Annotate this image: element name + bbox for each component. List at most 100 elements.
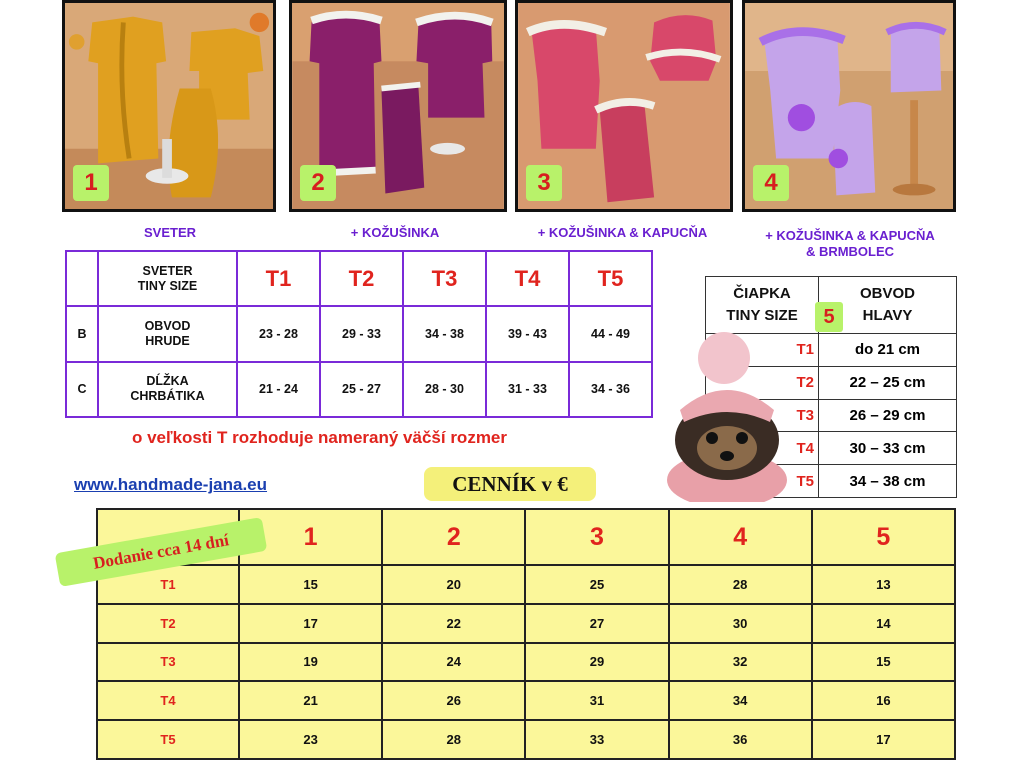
- price-cell: 15: [810, 641, 957, 683]
- price-cell: 19: [237, 641, 384, 683]
- caption-fur-hood-pompom: + KOŽUŠINKA & KAPUCŇA & BRMBOLEC: [740, 228, 960, 260]
- price-cell: 23: [237, 719, 384, 760]
- table-cell: 21 - 24: [236, 360, 321, 419]
- product-column-header: 5: [810, 508, 957, 566]
- size-note: o veľkosti T rozhoduje nameraný väčší ro…: [132, 428, 508, 447]
- row-label: DĹŽKA CHRBÁTIKA: [97, 360, 238, 419]
- price-cell: 13: [810, 564, 957, 605]
- product-column-header: 2: [381, 508, 527, 566]
- row-label: OBVOD HRUDE: [97, 305, 238, 363]
- hat-value: 34 – 38 cm: [818, 464, 957, 498]
- table-row: T4 21 26 31 34 16: [96, 680, 957, 722]
- dog-in-hat-photo: [667, 332, 787, 502]
- price-cell: 33: [524, 719, 670, 760]
- caption-fur-hood: + KOŽUŠINKA & KAPUCŇA: [537, 225, 708, 240]
- photo-sweater-fur: 2: [289, 0, 507, 212]
- table-cell: 34 - 36: [568, 360, 653, 419]
- table-cell: 34 - 38: [402, 305, 487, 363]
- caption-line: & BRMBOLEC: [805, 244, 895, 259]
- size-header: T2: [319, 249, 404, 308]
- price-size: T5: [96, 719, 240, 760]
- table-row: T3 19 24 29 32 15: [96, 641, 957, 683]
- price-cell: 25: [524, 564, 670, 605]
- price-cell: 14: [810, 602, 957, 644]
- price-cell: 17: [810, 719, 957, 760]
- table-cell: 31 - 33: [485, 360, 570, 419]
- price-size: T4: [96, 680, 240, 722]
- table-row: T5 23 28 33 36 17: [96, 719, 957, 760]
- website-link[interactable]: www.handmade-jana.eu: [74, 475, 268, 494]
- table-header-cell: SVETER TINY SIZE: [97, 249, 238, 308]
- caption-line: + KOŽUŠINKA & KAPUCŇA: [765, 228, 935, 243]
- label-line: DĹŽKA: [146, 374, 189, 389]
- product-column-header: 4: [667, 508, 813, 566]
- table-row: T2 17 22 27 30 14: [96, 602, 957, 644]
- size-header: T1: [236, 249, 321, 308]
- hat-value: 22 – 25 cm: [818, 365, 957, 400]
- price-cell: 16: [810, 680, 957, 722]
- price-cell: 30: [667, 602, 813, 644]
- table-cell: 25 - 27: [319, 360, 404, 419]
- price-cell: 29: [524, 641, 670, 683]
- price-size: T2: [96, 602, 240, 644]
- table-cell: 23 - 28: [236, 305, 321, 363]
- price-cell: 24: [381, 641, 527, 683]
- hat-value: do 21 cm: [818, 333, 957, 367]
- label-line: OBVOD: [144, 318, 191, 333]
- sweater-illustration: [65, 3, 273, 209]
- row-key: C: [65, 360, 99, 419]
- size-header: T3: [402, 249, 487, 308]
- table-row: B OBVOD HRUDE 23 - 28 29 - 33 34 - 38 39…: [65, 305, 653, 363]
- table-row: T1 do 21 cm: [705, 333, 957, 367]
- photo-number-badge: 1: [73, 165, 109, 201]
- price-cell: 22: [381, 602, 527, 644]
- table-cell: 28 - 30: [402, 360, 487, 419]
- sweater-size-table: SVETER TINY SIZE T1 T2 T3 T4 T5 B OBVOD …: [65, 249, 653, 419]
- table-row: T1 15 20 25 28 13: [96, 564, 957, 605]
- header-line: TINY SIZE: [137, 278, 198, 293]
- product-column-header: 3: [524, 508, 670, 566]
- price-list-title: CENNÍK v €: [424, 467, 596, 501]
- hat-size-table: ČIAPKA TINY SIZE OBVOD HLAVY T1 do 21 cm …: [705, 276, 957, 498]
- photo-number-badge: 2: [300, 165, 336, 201]
- hat-value: 26 – 29 cm: [818, 398, 957, 433]
- size-header: T5: [568, 249, 653, 308]
- size-header: T4: [485, 249, 570, 308]
- price-cell: 26: [381, 680, 527, 722]
- price-cell: 32: [667, 641, 813, 683]
- price-size: T3: [96, 641, 240, 683]
- price-cell: 21: [237, 680, 384, 722]
- label-line: CHRBÁTIKA: [130, 389, 205, 404]
- caption-fur: + KOŽUŠINKA: [350, 225, 440, 240]
- price-cell: 28: [381, 719, 527, 760]
- price-cell: 17: [237, 602, 384, 644]
- header-line: ČIAPKA: [733, 285, 791, 302]
- photo-number-badge: 4: [753, 165, 789, 201]
- photo-sweater: 1: [62, 0, 276, 212]
- table-header-row: SVETER TINY SIZE T1 T2 T3 T4 T5: [65, 249, 653, 308]
- header-line: HLAVY: [862, 307, 913, 324]
- header-line: SVETER: [142, 263, 193, 278]
- photo-number-badge: 3: [526, 165, 562, 201]
- header-line: OBVOD: [859, 285, 915, 302]
- price-cell: 36: [667, 719, 813, 760]
- table-row: C DĹŽKA CHRBÁTIKA 21 - 24 25 - 27 28 - 3…: [65, 360, 653, 419]
- hat-number-badge: 5: [815, 302, 843, 332]
- photo-sweater-fur-hood: 3: [515, 0, 733, 212]
- row-key: B: [65, 305, 99, 363]
- price-cell: 20: [381, 564, 527, 605]
- price-cell: 28: [667, 564, 813, 605]
- price-cell: 31: [524, 680, 670, 722]
- price-cell: 15: [237, 564, 384, 605]
- price-cell: 27: [524, 602, 670, 644]
- table-cell: 39 - 43: [485, 305, 570, 363]
- price-cell: 34: [667, 680, 813, 722]
- table-corner-cell: [65, 249, 99, 308]
- table-cell: 29 - 33: [319, 305, 404, 363]
- label-line: HRUDE: [145, 333, 190, 348]
- caption-sweater: SVETER: [143, 225, 196, 240]
- hat-value: 30 – 33 cm: [818, 431, 957, 466]
- table-cell: 44 - 49: [568, 305, 653, 363]
- photo-sweater-fur-hood-pompom: 4: [742, 0, 956, 212]
- hat-header-left: ČIAPKA TINY SIZE: [705, 276, 819, 334]
